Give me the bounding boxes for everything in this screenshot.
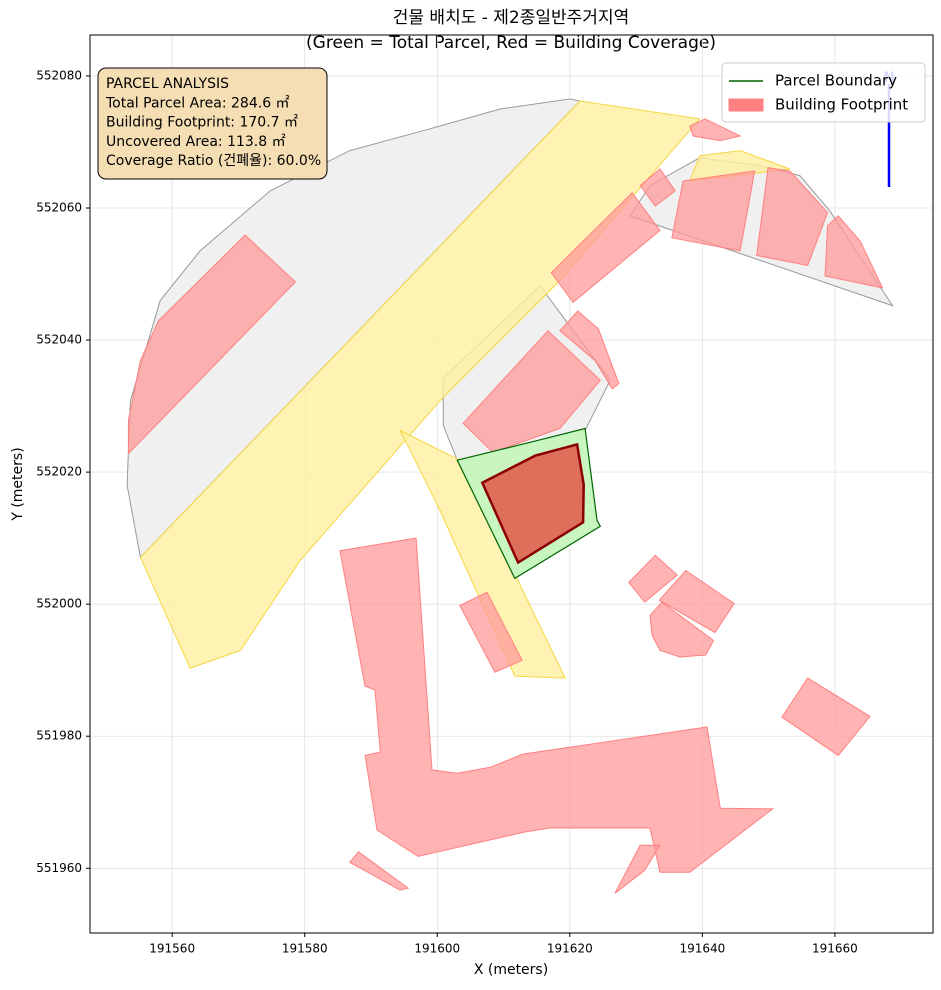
x-tick-label: 191620: [547, 942, 593, 956]
building: [127, 234, 297, 455]
x-axis-label: X (meters): [474, 962, 548, 978]
zone: [689, 150, 790, 182]
target-building: [480, 442, 585, 565]
y-tick-label: 552000: [36, 597, 82, 611]
building: [550, 192, 661, 304]
axes-frame: [89, 34, 934, 934]
building: [781, 677, 871, 757]
plot-area: [126, 98, 894, 894]
legend-label: Building Footprint: [775, 96, 908, 114]
x-tick-label: 191640: [679, 942, 725, 956]
info-box: PARCEL ANALYSIS Total Parcel Area: 284.6 …: [97, 67, 328, 180]
building: [339, 537, 775, 873]
legend-swatch: [728, 98, 764, 112]
info-line: Coverage Ratio (건폐율): 60.0%: [106, 153, 321, 169]
x-tick-label: 191600: [414, 942, 460, 956]
zone: [399, 429, 567, 679]
y-tick-label: 552040: [36, 333, 82, 347]
info-line: Building Footprint: 170.7 ㎡: [106, 115, 298, 131]
y-tick-label: 551980: [36, 729, 82, 743]
zone: [139, 100, 701, 669]
building: [824, 215, 884, 289]
building: [614, 844, 661, 894]
y-axis-label: Y (meters): [10, 447, 26, 521]
building: [639, 168, 676, 207]
building: [689, 118, 742, 142]
y-tick-label: 552060: [36, 200, 82, 214]
info-line: PARCEL ANALYSIS: [106, 76, 229, 92]
y-tick-label: 552080: [36, 68, 82, 82]
building: [649, 601, 715, 658]
legend-frame: [721, 62, 926, 123]
building: [462, 330, 601, 453]
building: [671, 170, 756, 252]
building: [658, 569, 735, 634]
info-box-frame: [97, 67, 328, 180]
info-line: Total Parcel Area: 284.6 ㎡: [105, 95, 290, 111]
building: [459, 591, 523, 673]
y-tick-label: 552020: [36, 465, 82, 479]
building: [559, 310, 620, 390]
legend: Parcel Boundary Building Footprint: [721, 62, 926, 123]
x-tick-label: 191660: [812, 942, 858, 956]
info-lines: PARCEL ANALYSIS Total Parcel Area: 284.6 …: [105, 76, 321, 169]
legend-label: Parcel Boundary: [775, 72, 897, 90]
building: [756, 167, 829, 266]
x-tick-label: 191560: [149, 942, 195, 956]
ticks: 191560 191580 191600 191620 191640 191660 5519…: [36, 68, 858, 955]
y-tick-label: 551960: [36, 861, 82, 875]
building: [628, 554, 678, 603]
chart-subtitle: (Green = Total Parcel, Red = Building Co…: [306, 33, 716, 53]
chart-title: 건물 배치도 - 제2종일반주거지역: [393, 8, 629, 28]
info-line: Uncovered Area: 113.8 ㎡: [106, 134, 286, 150]
building: [349, 851, 410, 891]
x-tick-label: 191580: [282, 942, 328, 956]
